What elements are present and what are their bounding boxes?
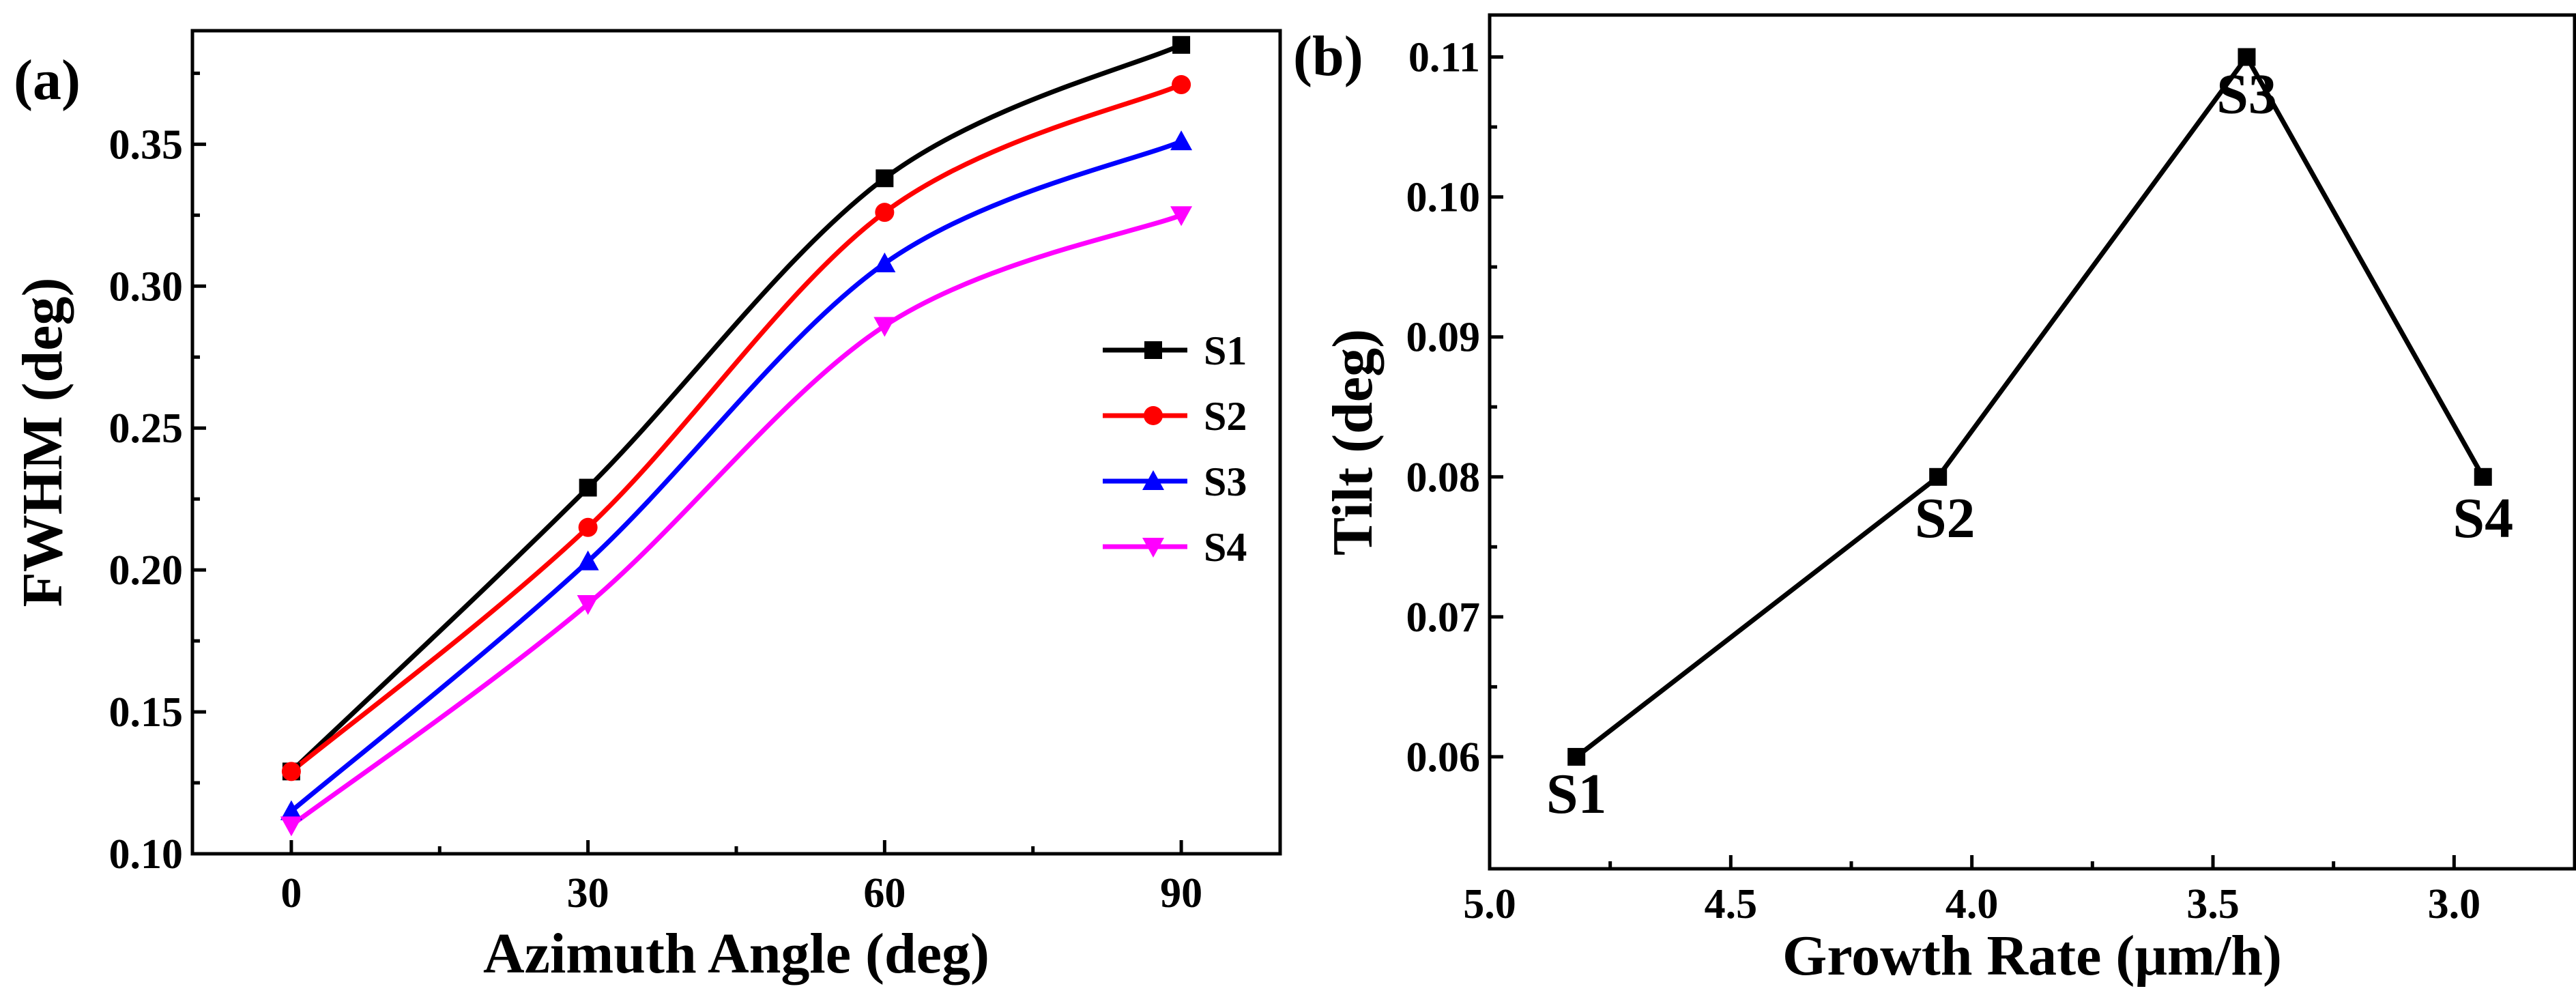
y-tick-label: 0.11 xyxy=(1408,35,1480,81)
y-tick-label: 0.10 xyxy=(109,831,184,878)
y-tick-label: 0.09 xyxy=(1406,315,1481,361)
marker-s3 xyxy=(1170,130,1193,151)
legend-marker-s3 xyxy=(1142,470,1164,490)
marker-s2 xyxy=(1929,467,1948,486)
panel-b-x-axis-title: Growth Rate (μm/h) xyxy=(1782,924,2282,988)
x-tick-label: 60 xyxy=(863,870,906,917)
x-tick-label: 3.5 xyxy=(2186,881,2240,927)
panel-b-plot-frame xyxy=(1488,13,2576,871)
y-tick-label: 0.20 xyxy=(109,547,184,594)
panel-a-label: (a) xyxy=(14,48,81,112)
x-tick-label: 4.0 xyxy=(1945,881,1999,927)
panel-b-point-labels: S1 S2 S3 S4 xyxy=(1546,63,2513,826)
panel-a-markers xyxy=(280,35,1193,837)
marker-s4 xyxy=(1170,206,1193,227)
marker-s1 xyxy=(1567,747,1586,766)
marker-s1 xyxy=(1172,35,1191,54)
marker-s1 xyxy=(875,169,894,188)
legend-label-s3: S3 xyxy=(1204,459,1247,504)
panel-b-tilt-chart: (b) 5.0 4.5 4.0 3.5 3.0 0.06 0.07 0.08 0.09 0.10 0… xyxy=(1293,13,2576,988)
marker-s2 xyxy=(281,762,301,781)
legend-marker-s1 xyxy=(1144,341,1162,359)
series-line-s4 xyxy=(289,213,1183,828)
panel-b-ticks: 5.0 4.5 4.0 3.5 3.0 0.06 0.07 0.08 0.09 0.10 0.11 xyxy=(1406,35,2481,927)
point-label-s1: S1 xyxy=(1546,762,1607,826)
marker-s3 xyxy=(873,253,896,273)
panel-a-legend: S1 S2 S3 S4 xyxy=(1103,328,1247,570)
panel-b-series-line xyxy=(1575,53,2485,759)
point-label-s4: S4 xyxy=(2452,487,2513,550)
series-line-s3 xyxy=(289,139,1183,814)
marker-s2 xyxy=(875,203,895,222)
x-tick-label: 5.0 xyxy=(1463,881,1516,927)
panel-a-ticks: 0 30 60 90 0.10 0.15 0.20 0.25 0.30 0.35 xyxy=(109,71,1202,917)
panel-a-y-axis-title: FWHM (deg) xyxy=(11,278,74,607)
marker-s3 xyxy=(2238,48,2256,66)
marker-s4 xyxy=(2474,467,2492,486)
panel-a-fwhm-chart: (a) 0 30 60 90 0.10 0.15 0.20 0.25 0.30 0.35 S1 S2… xyxy=(11,29,1282,985)
marker-s2 xyxy=(578,517,598,537)
legend-marker-s2 xyxy=(1144,406,1163,425)
x-tick-label: 4.5 xyxy=(1705,881,1758,927)
y-tick-label: 0.07 xyxy=(1406,594,1481,641)
legend-marker-s4 xyxy=(1142,538,1164,558)
panel-b-label: (b) xyxy=(1293,25,1363,88)
legend-label-s4: S4 xyxy=(1204,525,1247,570)
legend-label-s2: S2 xyxy=(1204,394,1247,439)
panel-a-series-lines xyxy=(289,42,1183,828)
marker-s3 xyxy=(280,800,302,820)
x-tick-label: 90 xyxy=(1160,870,1202,917)
y-tick-label: 0.15 xyxy=(109,689,184,736)
y-tick-label: 0.08 xyxy=(1406,455,1481,501)
panel-a-x-axis-title: Azimuth Angle (deg) xyxy=(483,922,989,985)
legend-label-s1: S1 xyxy=(1204,328,1247,373)
tilt-series-line xyxy=(1575,53,2485,759)
panel-a-plot-frame xyxy=(190,29,1282,856)
series-line-s2 xyxy=(289,82,1183,774)
y-tick-label: 0.35 xyxy=(109,121,184,168)
panel-b-markers xyxy=(1567,48,2492,766)
marker-s2 xyxy=(1172,75,1191,95)
y-tick-label: 0.10 xyxy=(1406,175,1481,221)
marker-s3 xyxy=(577,550,599,571)
x-tick-label: 30 xyxy=(567,870,609,917)
point-label-s2: S2 xyxy=(1915,487,1976,550)
marker-s4 xyxy=(577,595,599,616)
y-tick-label: 0.25 xyxy=(109,405,184,452)
series-line-s1 xyxy=(289,42,1183,773)
marker-s4 xyxy=(280,816,302,837)
x-tick-label: 0 xyxy=(280,870,302,917)
marker-s4 xyxy=(873,317,896,337)
panel-b-y-axis-title: Tilt (deg) xyxy=(1321,329,1385,556)
y-tick-label: 0.30 xyxy=(109,263,184,310)
x-tick-label: 3.0 xyxy=(2428,881,2481,927)
marker-s1 xyxy=(579,478,597,497)
point-label-s3: S3 xyxy=(2216,63,2277,126)
y-tick-label: 0.06 xyxy=(1406,734,1481,781)
